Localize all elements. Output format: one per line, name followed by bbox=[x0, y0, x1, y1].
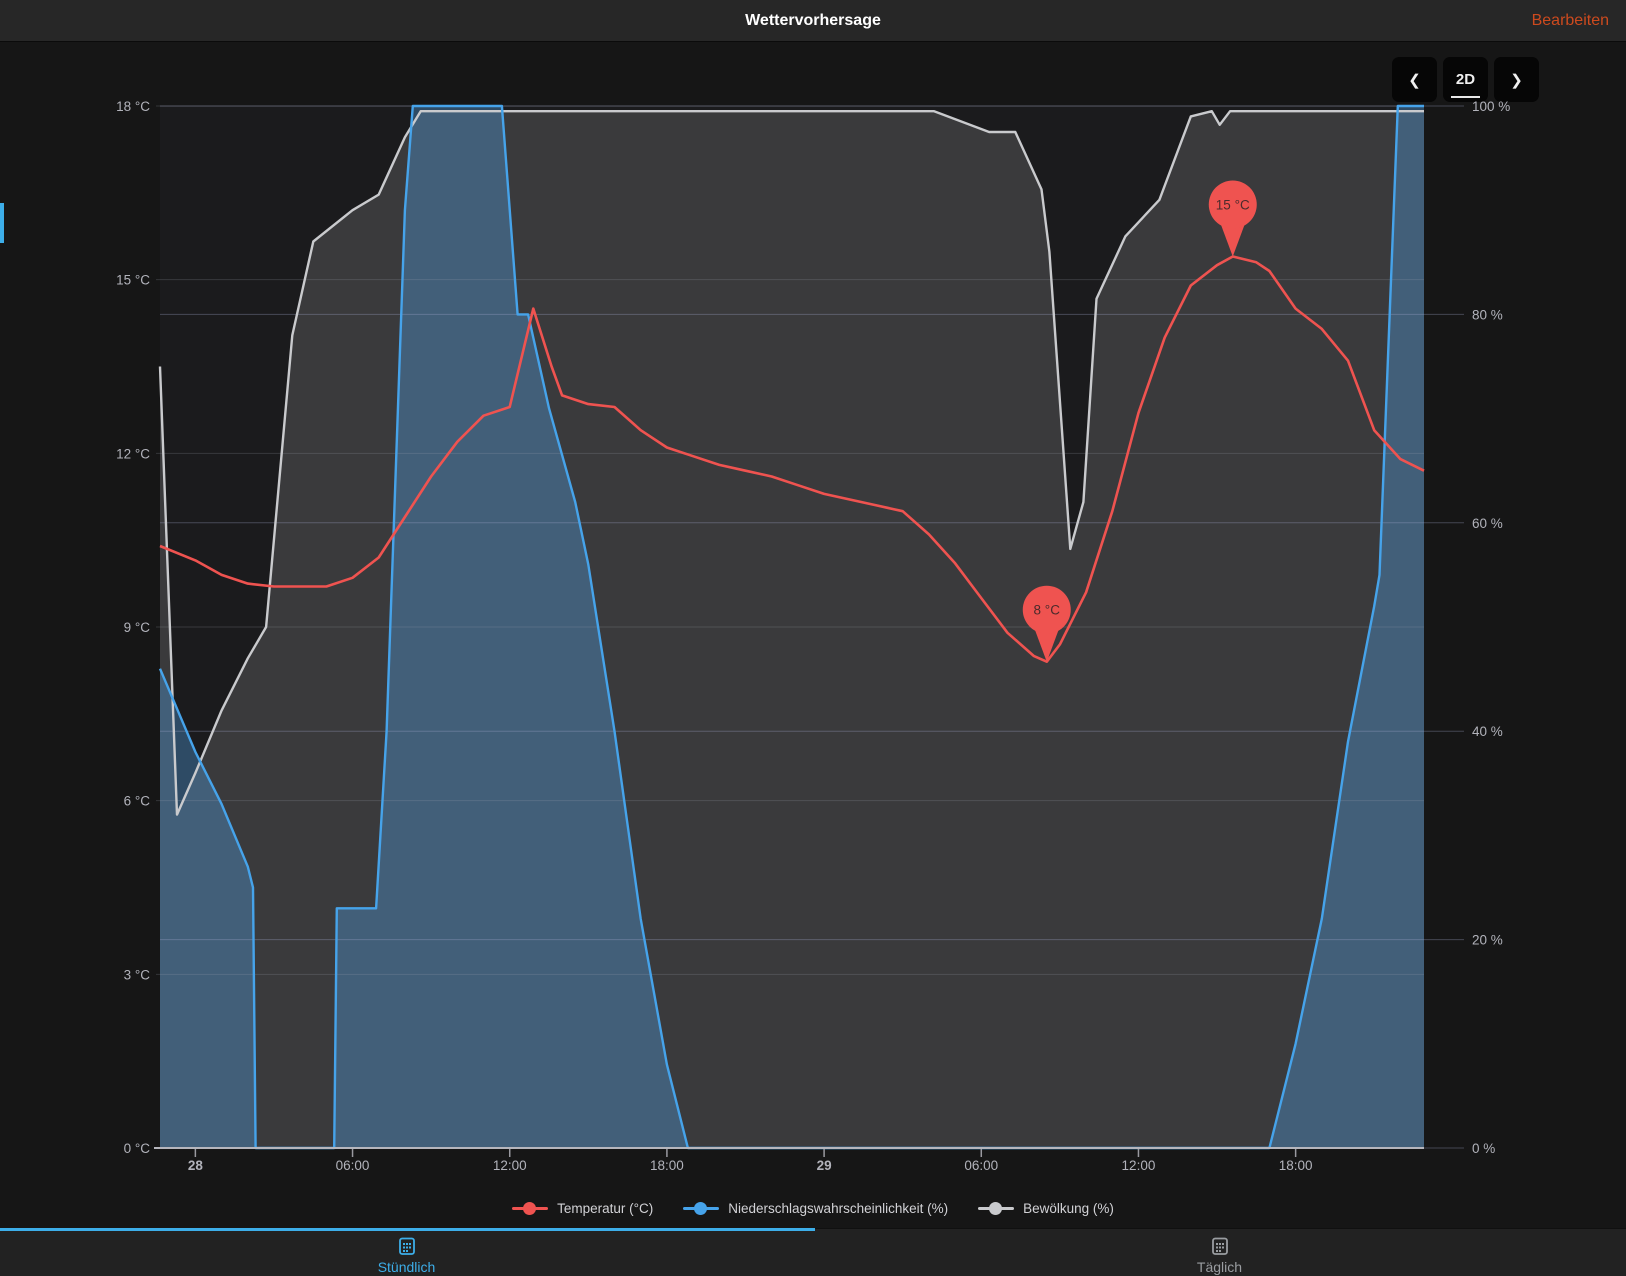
precipitation-line-swatch bbox=[683, 1201, 720, 1215]
legend-item-temperature: Temperatur (°C) bbox=[512, 1201, 653, 1216]
chart-legend: Temperatur (°C) Niederschlagswahrscheinl… bbox=[0, 1195, 1626, 1221]
precipitation-area-fill bbox=[160, 106, 1424, 1148]
next-period-button[interactable]: ❯ bbox=[1494, 57, 1539, 102]
x-axis-ticks bbox=[194, 1149, 1297, 1157]
legend-label: Niederschlagswahrscheinlichkeit (%) bbox=[728, 1200, 949, 1216]
chevron-right-icon: ❯ bbox=[1510, 71, 1523, 89]
svg-text:06:00: 06:00 bbox=[964, 1158, 998, 1173]
temperature-line-swatch bbox=[512, 1201, 549, 1215]
svg-text:20 %: 20 % bbox=[1472, 933, 1503, 948]
temperature-line bbox=[159, 255, 1425, 664]
cloud-area-fill bbox=[160, 111, 1424, 1149]
temperature-pin: 15 °C bbox=[1208, 180, 1257, 257]
svg-text:18:00: 18:00 bbox=[1279, 1158, 1313, 1173]
svg-text:8 °C: 8 °C bbox=[1034, 603, 1061, 618]
svg-text:28: 28 bbox=[188, 1158, 204, 1173]
svg-text:60 %: 60 % bbox=[1472, 516, 1503, 531]
legend-item-cloud: Bewölkung (%) bbox=[978, 1201, 1114, 1216]
temperature-dot-swatch bbox=[523, 1201, 537, 1215]
x-axis-labels: 28 06:00 12:00 18:00 29 06:00 12:00 18:00 bbox=[188, 1158, 1313, 1173]
svg-text:15 °C: 15 °C bbox=[116, 273, 150, 288]
legend-label: Bewölkung (%) bbox=[1023, 1200, 1114, 1216]
legend-label: Temperatur (°C) bbox=[557, 1200, 654, 1216]
active-tab-indicator bbox=[0, 1228, 815, 1231]
tab-hourly-label: Stündlich bbox=[377, 1259, 436, 1275]
range-focus-underline bbox=[1451, 96, 1480, 98]
svg-text:0 %: 0 % bbox=[1472, 1141, 1495, 1156]
calendar-hourly-icon bbox=[398, 1237, 415, 1255]
y-left-labels: 18 °C 15 °C 12 °C 9 °C 6 °C 3 °C 0 °C bbox=[116, 99, 150, 1156]
tab-daily[interactable]: Täglich bbox=[813, 1229, 1626, 1276]
y-right-labels: 100 % 80 % 60 % 40 % 20 % 0 % bbox=[1472, 99, 1510, 1156]
page-title: Wettervorhersage bbox=[745, 11, 881, 29]
svg-text:12:00: 12:00 bbox=[493, 1158, 527, 1173]
cloud-line bbox=[158, 109, 1424, 816]
forecast-chart: 18 °C 15 °C 12 °C 9 °C 6 °C 3 °C 0 °C 100 % 80 %… bbox=[116, 99, 1510, 1173]
gridlines bbox=[156, 105, 1464, 1149]
svg-text:06:00: 06:00 bbox=[336, 1158, 370, 1173]
svg-text:3 °C: 3 °C bbox=[124, 967, 151, 982]
tab-daily-label: Täglich bbox=[1196, 1259, 1243, 1275]
svg-text:18 °C: 18 °C bbox=[116, 99, 150, 114]
precipitation-line bbox=[158, 104, 1424, 1150]
titlebar: Wettervorhersage Bearbeiten bbox=[0, 0, 1626, 42]
temperature-pin: 8 °C bbox=[1022, 585, 1071, 662]
cloud-dot-swatch bbox=[989, 1201, 1003, 1215]
svg-text:18:00: 18:00 bbox=[650, 1158, 684, 1173]
svg-text:9 °C: 9 °C bbox=[124, 620, 151, 635]
edit-button[interactable]: Bearbeiten bbox=[1531, 11, 1609, 29]
range-label: 2D bbox=[1455, 71, 1476, 88]
calendar-daily-icon bbox=[1211, 1237, 1228, 1255]
prev-period-button[interactable]: ❮ bbox=[1392, 57, 1437, 102]
cloud-line-swatch bbox=[978, 1201, 1015, 1215]
svg-text:6 °C: 6 °C bbox=[124, 794, 151, 809]
svg-text:100 %: 100 % bbox=[1472, 99, 1510, 114]
svg-text:12:00: 12:00 bbox=[1122, 1158, 1156, 1173]
svg-text:29: 29 bbox=[817, 1158, 832, 1173]
chevron-left-icon: ❮ bbox=[1408, 71, 1421, 89]
tab-hourly[interactable]: Stündlich bbox=[0, 1229, 813, 1276]
svg-text:15 °C: 15 °C bbox=[1216, 198, 1250, 213]
svg-text:12 °C: 12 °C bbox=[116, 446, 150, 461]
legend-item-precipitation: Niederschlagswahrscheinlichkeit (%) bbox=[683, 1201, 948, 1216]
tab-bar: Stündlich Täglich bbox=[0, 1228, 1626, 1276]
svg-text:80 %: 80 % bbox=[1472, 307, 1503, 322]
range-2d-button[interactable]: 2D bbox=[1443, 57, 1488, 102]
svg-text:40 %: 40 % bbox=[1472, 724, 1503, 739]
scroll-indicator[interactable] bbox=[0, 203, 4, 243]
precipitation-dot-swatch bbox=[694, 1201, 708, 1215]
svg-text:0 °C: 0 °C bbox=[124, 1141, 151, 1156]
